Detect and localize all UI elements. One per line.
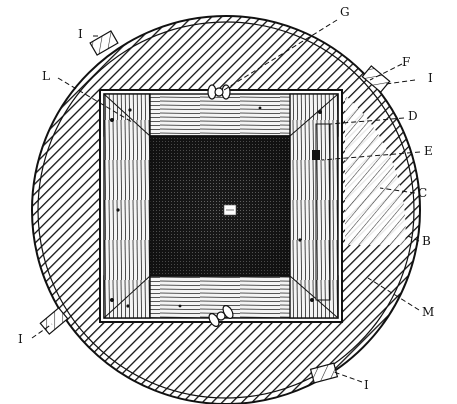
- clamp-tab-bottom-right: [309, 362, 339, 384]
- label-d: D: [408, 109, 418, 123]
- label-i-top-left: I: [78, 27, 83, 41]
- label-f: F: [402, 55, 410, 69]
- label-m: M: [422, 305, 434, 319]
- clamp-tab-top-right: [361, 65, 391, 93]
- label-e: E: [424, 144, 433, 158]
- label-i-top-right: I: [428, 71, 433, 85]
- label-c: C: [418, 186, 427, 200]
- side-strip: [312, 123, 331, 301]
- label-i-bottom-left: I: [18, 332, 23, 346]
- square-frame: [99, 89, 343, 323]
- leader-lines: [31, 19, 421, 383]
- center-knot: [223, 204, 237, 216]
- clamp-tab-top-left: [89, 30, 119, 56]
- label-g: G: [340, 5, 350, 19]
- label-i-bottom-right: I: [364, 378, 369, 392]
- label-l: L: [42, 69, 50, 83]
- label-b: B: [422, 234, 431, 248]
- wing-nut-top: [207, 84, 231, 100]
- wing-nut-bottom: [208, 305, 234, 327]
- mesh-panel: [149, 135, 291, 277]
